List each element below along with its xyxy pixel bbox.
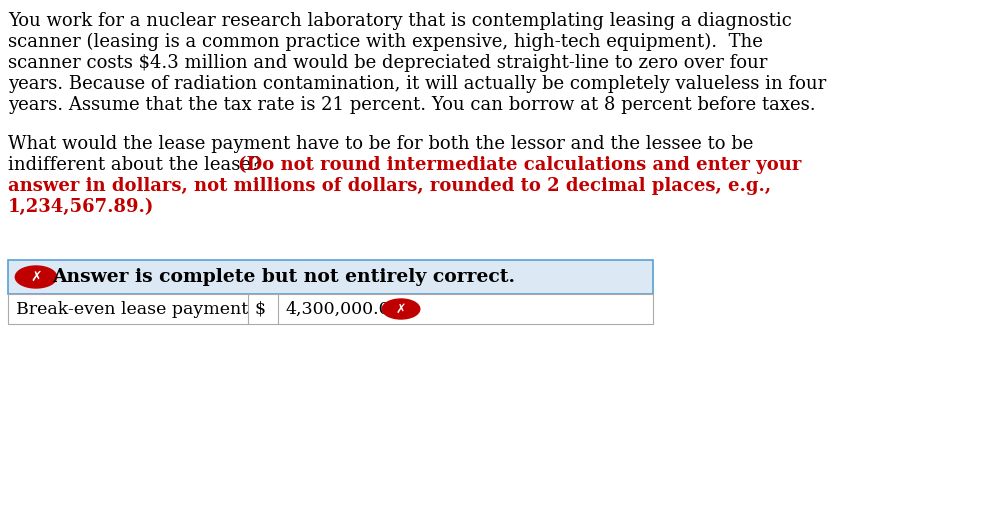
Text: Answer is complete but not entirely correct.: Answer is complete but not entirely corr… [52,268,515,286]
Text: years. Because of radiation contamination, it will actually be completely valuel: years. Because of radiation contaminatio… [8,75,826,93]
Text: You work for a nuclear research laboratory that is contemplating leasing a diagn: You work for a nuclear research laborato… [8,12,792,30]
Text: ✗: ✗ [30,270,42,284]
Text: scanner costs $4.3 million and would be depreciated straight-line to zero over f: scanner costs $4.3 million and would be … [8,54,767,72]
Text: indifferent about the lease?: indifferent about the lease? [8,156,267,174]
Text: (Do not round intermediate calculations and enter your: (Do not round intermediate calculations … [238,156,802,174]
Text: answer in dollars, not millions of dollars, rounded to 2 decimal places, e.g.,: answer in dollars, not millions of dolla… [8,177,771,195]
Text: 4,300,000.00: 4,300,000.00 [286,300,401,317]
Text: scanner (leasing is a common practice with expensive, high-tech equipment).  The: scanner (leasing is a common practice wi… [8,33,763,51]
Text: Break-even lease payment: Break-even lease payment [16,300,248,317]
Text: What would the lease payment have to be for both the lessor and the lessee to be: What would the lease payment have to be … [8,135,753,153]
Text: ✗: ✗ [395,302,406,316]
Text: 1,234,567.89.): 1,234,567.89.) [8,198,155,216]
Text: years. Assume that the tax rate is 21 percent. You can borrow at 8 percent befor: years. Assume that the tax rate is 21 pe… [8,96,816,114]
Text: $: $ [254,300,266,317]
